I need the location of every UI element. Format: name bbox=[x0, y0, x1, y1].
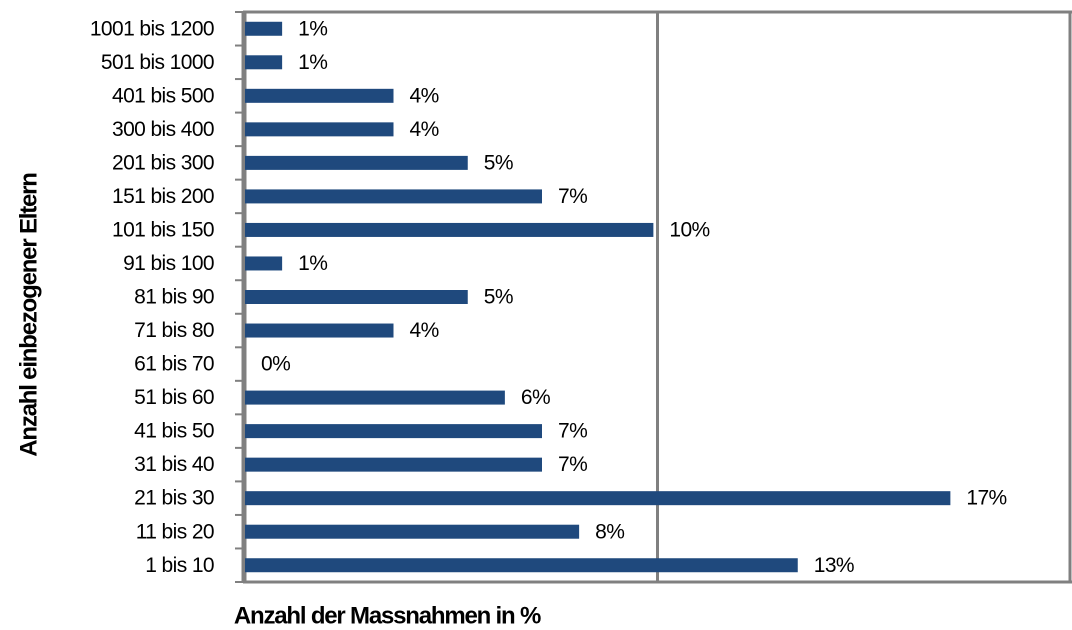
y-tick-label: 1 bis 10 bbox=[145, 554, 214, 577]
bar bbox=[245, 256, 283, 271]
data-label: 4% bbox=[410, 319, 439, 342]
bar bbox=[245, 122, 394, 137]
data-label: 1% bbox=[298, 17, 327, 40]
y-axis-title: Anzahl einbezogener Eltern bbox=[15, 173, 42, 457]
data-label: 1% bbox=[298, 252, 327, 275]
data-label: 17% bbox=[966, 487, 1006, 510]
bar bbox=[245, 491, 951, 506]
data-label: 8% bbox=[595, 520, 624, 543]
bar bbox=[245, 21, 283, 36]
y-tick-label: 91 bis 100 bbox=[123, 252, 214, 275]
y-tick-label: 31 bis 40 bbox=[134, 453, 214, 476]
data-label: 1% bbox=[298, 51, 327, 74]
bar bbox=[245, 323, 394, 338]
y-tick-label: 201 bis 300 bbox=[112, 151, 214, 174]
bar bbox=[245, 222, 654, 237]
bar bbox=[245, 558, 798, 573]
bar bbox=[245, 189, 542, 204]
data-label: 5% bbox=[484, 286, 513, 309]
bar bbox=[245, 390, 505, 405]
y-tick-label: 300 bis 400 bbox=[112, 118, 214, 141]
bar bbox=[245, 424, 542, 439]
y-tick-label: 81 bis 90 bbox=[134, 286, 214, 309]
bar bbox=[245, 88, 394, 103]
y-tick-label: 401 bis 500 bbox=[112, 84, 214, 107]
data-label: 7% bbox=[558, 420, 587, 443]
y-tick-label: 51 bis 60 bbox=[134, 386, 214, 409]
bar bbox=[245, 155, 468, 170]
y-tick-label: 61 bis 70 bbox=[134, 353, 214, 376]
data-label: 4% bbox=[410, 84, 439, 107]
y-tick-label: 151 bis 200 bbox=[112, 185, 214, 208]
bar bbox=[245, 290, 468, 304]
data-label: 10% bbox=[669, 218, 709, 241]
y-tick-label: 501 bis 1000 bbox=[101, 51, 214, 74]
x-axis-title: Anzahl der Massnahmen in % bbox=[234, 602, 541, 629]
y-tick-label: 71 bis 80 bbox=[134, 319, 214, 342]
y-tick-label: 1001 bis 1200 bbox=[90, 17, 214, 40]
data-label: 7% bbox=[558, 453, 587, 476]
data-label: 7% bbox=[558, 185, 587, 208]
y-tick-label: 21 bis 30 bbox=[134, 487, 214, 510]
bar bbox=[245, 457, 542, 472]
bar bbox=[245, 55, 283, 70]
data-label: 4% bbox=[410, 118, 439, 141]
data-label: 5% bbox=[484, 151, 513, 174]
y-tick-label: 41 bis 50 bbox=[134, 420, 214, 443]
data-label: 13% bbox=[814, 554, 854, 577]
y-tick-label: 101 bis 150 bbox=[112, 218, 214, 241]
y-tick-label: 11 bis 20 bbox=[136, 520, 214, 543]
data-label: 0% bbox=[261, 353, 290, 376]
bar bbox=[245, 524, 580, 539]
data-label: 6% bbox=[521, 386, 550, 409]
